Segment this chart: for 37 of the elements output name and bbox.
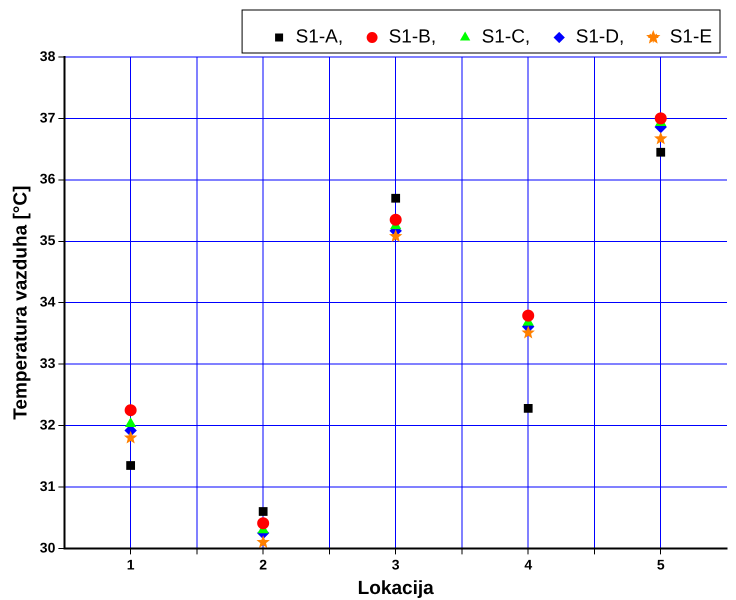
x-tick-label: 4 [524, 556, 532, 573]
y-tick-label: 38 [40, 48, 56, 64]
point [524, 404, 533, 413]
y-tick-label: 34 [40, 294, 56, 310]
legend-label: S1-C, [482, 26, 530, 48]
point [391, 194, 400, 203]
point [257, 517, 270, 530]
legend-label: S1-D, [576, 26, 624, 48]
y-tick-label: 30 [40, 539, 56, 556]
point [389, 229, 402, 242]
point [522, 310, 534, 322]
point [522, 326, 535, 338]
legend-label: S1-A, [296, 26, 344, 48]
point [656, 148, 666, 157]
point [654, 112, 667, 124]
x-tick-label: 5 [656, 556, 665, 573]
legend-label: S1-B, [388, 26, 436, 48]
y-tick-label: 35 [40, 232, 56, 248]
y-tick-label: 32 [40, 416, 56, 432]
point [654, 132, 668, 144]
point [124, 430, 138, 444]
point [390, 214, 402, 226]
y-tick-label: 33 [40, 354, 56, 371]
y-tick-label: 36 [40, 170, 56, 187]
y-axis-title: Temperatura vazduha [°C] [10, 186, 32, 420]
y-tick-label: 37 [40, 109, 56, 126]
point [258, 507, 268, 516]
legend-label: S1-E [670, 26, 712, 48]
y-tick-label: 31 [40, 478, 56, 494]
point [256, 535, 270, 548]
x-tick-label: 3 [392, 556, 400, 573]
point [125, 418, 136, 427]
x-axis-title: Lokacija [358, 578, 434, 599]
x-tick-label: 1 [126, 556, 135, 573]
point [124, 404, 137, 416]
x-tick-label: 2 [259, 556, 268, 573]
point [126, 461, 136, 470]
